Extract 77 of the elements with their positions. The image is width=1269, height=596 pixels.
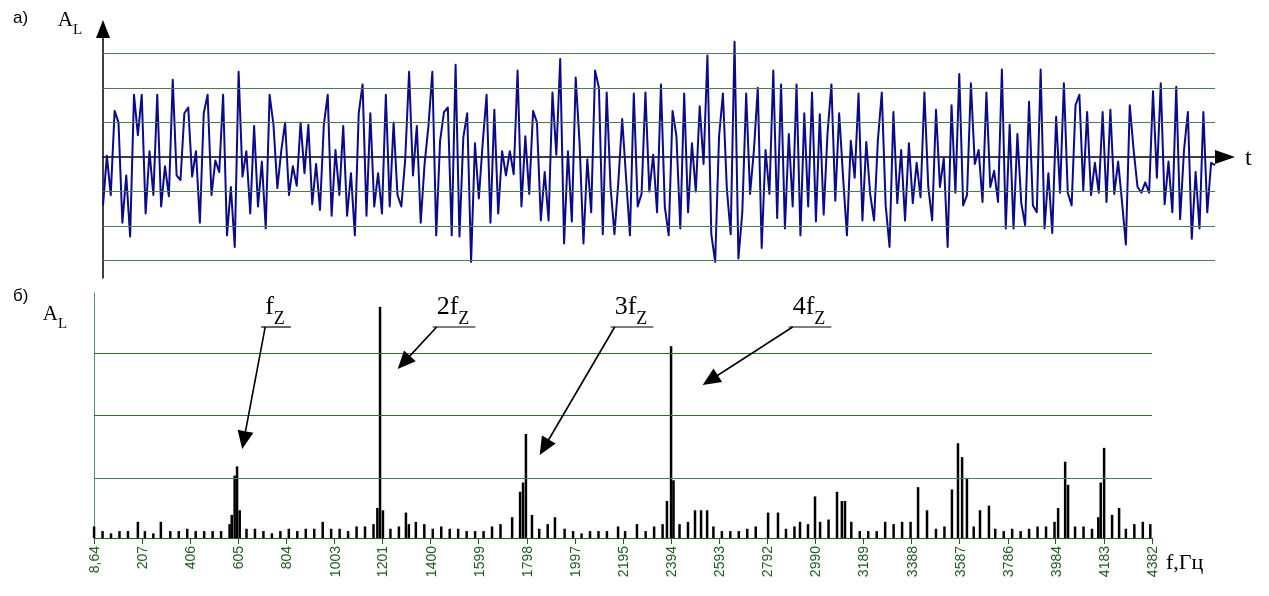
x-tick-label: 4382 [1144,545,1160,578]
x-tick-label: 2990 [807,545,824,578]
bar [321,521,324,538]
bar [1036,526,1039,538]
bar [793,526,796,538]
annotation: 3f$_{Z}$ [614,291,648,328]
bar [972,526,975,538]
x-tick-label: 1599 [470,545,487,578]
x-tick-label: 2195 [614,545,631,578]
bar [482,531,485,538]
bar [678,524,681,538]
x-tick-label: 3189 [855,545,872,578]
x-tick-label: 804 [278,545,295,570]
x-tick-label: 207 [133,545,150,570]
bar [1149,524,1152,538]
bar [465,531,468,538]
bar [712,526,715,538]
bar [850,521,853,538]
annotation: 2f$_{Z}$ [436,291,470,328]
chart-title: б) [13,286,29,305]
annotation: f$_{Z}$ [265,291,285,328]
bar [423,524,426,538]
x-tick-label: 1798 [518,545,535,578]
bar [211,531,214,538]
x-tick-label: 3786 [999,545,1016,578]
x-tick-label: 3587 [951,545,968,578]
bar [245,528,248,538]
x-tick-label: 1201 [374,545,391,578]
bar [729,531,732,538]
annotation: 4f$_{Z}$ [792,291,826,328]
bar [118,531,121,538]
x-tick-label: 2792 [759,545,776,578]
bar [1002,531,1005,538]
bar [746,528,749,538]
bar [169,531,172,538]
bar [101,531,104,538]
x-tick-label: 3388 [903,545,920,578]
bar [152,533,155,538]
x-tick-label: 2394 [663,545,680,578]
bar [1082,526,1085,538]
x-tick-label: 605 [230,545,247,570]
x-axis-title: f,Гц [1166,548,1204,574]
bar [563,528,566,538]
bar [338,528,341,538]
bar [1133,524,1136,538]
x-tick-label: 2593 [711,545,728,578]
bar [389,528,392,538]
bar [448,528,451,538]
bar [194,531,197,538]
bar [355,526,358,538]
x-tick-label: 1997 [567,545,584,578]
x-tick-label: 3984 [1047,545,1064,578]
bar [892,524,895,538]
bar [597,531,600,538]
bar [943,526,946,538]
x-tick-label: 8,64 [86,545,102,574]
bar [1019,531,1022,538]
x-tick-label: 1003 [326,545,343,578]
bar [499,524,502,538]
x-tick-label: 1400 [422,545,439,578]
bar [909,521,912,538]
bar [875,531,878,538]
bar [661,524,664,538]
bar [754,526,757,538]
bar [546,524,549,538]
y-axis-title: A$_{L}$ [42,301,68,331]
x-axis-title: t [1245,144,1252,170]
bar [279,531,282,538]
bar [262,531,265,538]
bar [296,531,299,538]
bar [827,519,830,538]
bar [644,531,647,538]
bar [580,533,583,538]
x-tick-label: 4183 [1095,545,1112,578]
x-tick-label: 406 [182,545,199,570]
chart-title: а) [13,8,29,27]
y-axis-title: A$_{L}$ [57,7,83,37]
